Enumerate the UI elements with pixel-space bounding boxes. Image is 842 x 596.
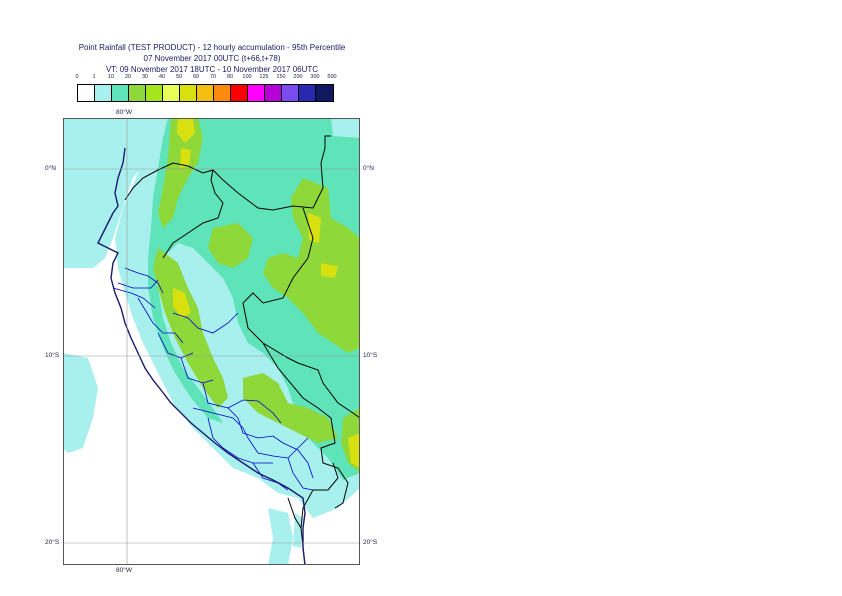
legend-swatch bbox=[282, 85, 299, 101]
very-heavy-rain-central bbox=[173, 288, 191, 318]
light-rain-offshore-west bbox=[63, 353, 98, 453]
light-rain-offshore-scatter bbox=[293, 513, 303, 548]
legend-swatch bbox=[112, 85, 129, 101]
legend-swatch bbox=[197, 85, 214, 101]
very-heavy-rain-north-2 bbox=[180, 148, 191, 168]
legend-level-label: 70 bbox=[209, 74, 217, 80]
map-frame bbox=[63, 118, 360, 565]
lat-label-right-0: 0°N bbox=[363, 165, 374, 172]
lon-label-top: 80°W bbox=[116, 109, 132, 116]
legend-level-label: 0 bbox=[75, 74, 79, 80]
legend-level-label: 40 bbox=[158, 74, 166, 80]
legend-level-label: 50 bbox=[175, 74, 183, 80]
legend-swatch bbox=[163, 85, 180, 101]
legend-level-label: 500 bbox=[327, 74, 337, 80]
lat-label-left-20: 20°S bbox=[45, 539, 60, 546]
heavy-rain-andes-north bbox=[158, 118, 203, 228]
legend-level-label: 10 bbox=[107, 74, 115, 80]
very-heavy-rain-east bbox=[308, 213, 321, 243]
legend-swatch bbox=[78, 85, 95, 101]
legend-swatch bbox=[180, 85, 197, 101]
lon-label-bottom: 80°W bbox=[116, 567, 132, 574]
legend-swatch bbox=[248, 85, 265, 101]
lat-label-right-20: 20°S bbox=[363, 539, 378, 546]
legend-swatch bbox=[265, 85, 282, 101]
legend-level-label: 60 bbox=[192, 74, 200, 80]
map-title: Point Rainfall (TEST PRODUCT) - 12 hourl… bbox=[0, 42, 424, 75]
legend-level-label: 200 bbox=[293, 74, 303, 80]
legend-labels: 0 1 10 20 30 40 50 60 70 80 100 125 150 200 300 500 bbox=[70, 74, 360, 84]
region-boundaries bbox=[112, 267, 314, 491]
legend-swatch bbox=[146, 85, 163, 101]
heavy-rain-south bbox=[243, 373, 338, 443]
lat-label-right-10: 10°S bbox=[363, 352, 378, 359]
legend-swatch bbox=[231, 85, 248, 101]
legend-swatch bbox=[316, 85, 333, 101]
legend-swatch bbox=[95, 85, 112, 101]
lat-label-left-10: 10°S bbox=[45, 352, 60, 359]
light-rain-offshore-south bbox=[268, 508, 293, 565]
coastline bbox=[97, 147, 306, 565]
graticule bbox=[63, 118, 360, 565]
legend-swatch bbox=[129, 85, 146, 101]
legend-level-label: 150 bbox=[276, 74, 286, 80]
legend-level-label: 125 bbox=[259, 74, 269, 80]
legend-colorbar bbox=[77, 84, 334, 102]
legend-level-label: 100 bbox=[242, 74, 252, 80]
heavy-rain-amazon-east bbox=[263, 178, 360, 353]
title-line-1: Point Rainfall (TEST PRODUCT) - 12 hourl… bbox=[78, 43, 346, 52]
heavy-rain-andes-central bbox=[153, 248, 228, 408]
legend-swatch bbox=[214, 85, 231, 101]
legend-level-label: 300 bbox=[310, 74, 320, 80]
rainfall-map bbox=[63, 118, 360, 565]
heavy-rain-amazon-mid bbox=[208, 223, 253, 268]
very-heavy-rain-north-1 bbox=[177, 118, 195, 143]
light-rain-offshore-north bbox=[63, 118, 163, 268]
very-heavy-rain-southeast bbox=[348, 433, 360, 468]
legend-level-label: 80 bbox=[226, 74, 234, 80]
country-borders bbox=[124, 135, 360, 565]
title-line-2: 07 November 2017 00UTC (t+66,t+78) bbox=[143, 54, 281, 63]
legend-level-label: 1 bbox=[92, 74, 96, 80]
legend-level-label: 20 bbox=[124, 74, 132, 80]
lat-label-left-0: 0°N bbox=[45, 165, 56, 172]
very-heavy-rain-amazon bbox=[321, 263, 338, 278]
legend-level-label: 30 bbox=[141, 74, 149, 80]
title-line-3: VT: 09 November 2017 18UTC - 10 November… bbox=[105, 65, 319, 74]
legend-swatch bbox=[299, 85, 316, 101]
